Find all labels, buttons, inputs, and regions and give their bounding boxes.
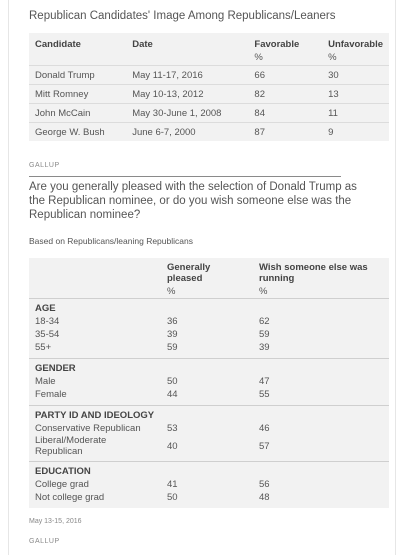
unit-unfavorable: % <box>328 52 337 63</box>
content-frame: Republican Candidates' Image Among Repub… <box>8 0 396 555</box>
group-label: GENDER <box>29 358 389 375</box>
table-row: Donald Trump May 11-17, 2016 66 30 <box>29 65 389 85</box>
row-label: Not college grad <box>35 492 105 503</box>
divider <box>29 176 341 177</box>
cell-wish: 46 <box>259 423 270 434</box>
row-label: Liberal/Moderate Republican <box>35 435 107 457</box>
cell-candidate: George W. Bush <box>29 122 127 141</box>
cell-candidate: Mitt Romney <box>29 84 127 104</box>
table2-unit-row: % % <box>29 284 389 299</box>
group-label: AGE <box>29 298 389 315</box>
table-row: 18-34 36 62 <box>29 315 389 328</box>
table2-basis: Based on Republicans/leaning Republicans <box>29 236 193 246</box>
row-label: Conservative Republican <box>35 423 141 434</box>
cell-pleased: 41 <box>167 479 178 490</box>
cell-wish: 39 <box>259 342 270 353</box>
table-row: Male 50 47 <box>29 375 389 388</box>
table1-unit-row: % % <box>29 50 389 66</box>
group-heading-party: PARTY ID AND IDEOLOGY <box>29 405 389 422</box>
table1-source: GALLUP <box>29 162 60 169</box>
cell-date: May 11-17, 2016 <box>126 65 249 85</box>
unit-pleased: % <box>167 285 176 297</box>
cell-pleased: 53 <box>167 423 178 434</box>
table-row: 35-54 39 59 <box>29 328 389 341</box>
table-row: Not college grad 50 48 <box>29 491 389 508</box>
group-label: PARTY ID AND IDEOLOGY <box>29 405 389 422</box>
cell-unfavorable: 11 <box>322 103 389 123</box>
survey-date: May 13-15, 2016 <box>29 518 82 525</box>
header-candidate: Candidate <box>35 38 81 50</box>
cell-wish: 62 <box>259 316 270 327</box>
cell-date: June 6-7, 2000 <box>126 122 249 141</box>
cell-favorable: 66 <box>248 65 323 85</box>
candidate-image-table: Candidate Date Favorable Unfavorable % %… <box>29 33 389 141</box>
cell-favorable: 87 <box>248 122 323 141</box>
row-label: Female <box>35 389 67 400</box>
cell-wish: 57 <box>259 440 270 452</box>
cell-date: May 30-June 1, 2008 <box>126 103 249 123</box>
cell-candidate: Donald Trump <box>29 65 127 85</box>
table-row: Female 44 55 <box>29 388 389 406</box>
cell-pleased: 59 <box>167 342 178 353</box>
table-row: Mitt Romney May 10-13, 2012 82 13 <box>29 84 389 104</box>
cell-wish: 48 <box>259 492 270 503</box>
cell-date: May 10-13, 2012 <box>126 84 249 104</box>
cell-pleased: 40 <box>167 440 178 452</box>
cell-wish: 59 <box>259 329 270 340</box>
row-label: College grad <box>35 479 89 490</box>
cell-wish: 47 <box>259 376 270 387</box>
header-date: Date <box>132 38 153 50</box>
row-label: Male <box>35 376 56 387</box>
header-wish: Wish someone else was running <box>259 262 368 284</box>
group-heading-gender: GENDER <box>29 358 389 375</box>
header-unfavorable: Unfavorable <box>328 38 383 50</box>
cell-pleased: 50 <box>167 492 178 503</box>
cell-wish: 55 <box>259 389 270 400</box>
unit-wish: % <box>259 285 268 297</box>
cell-unfavorable: 13 <box>322 84 389 104</box>
table1-header-row: Candidate Date Favorable Unfavorable <box>29 33 389 50</box>
cell-favorable: 82 <box>248 84 323 104</box>
group-heading-age: AGE <box>29 298 389 315</box>
cell-pleased: 39 <box>167 329 178 340</box>
cell-pleased: 50 <box>167 376 178 387</box>
table-row: Conservative Republican 53 46 <box>29 422 389 435</box>
table-row: College grad 41 56 <box>29 478 389 491</box>
group-heading-education: EDUCATION <box>29 461 389 478</box>
table2-question: Are you generally pleased with the selec… <box>29 181 357 221</box>
table2-source: GALLUP <box>29 538 60 545</box>
group-label: EDUCATION <box>29 461 389 478</box>
table-row: John McCain May 30-June 1, 2008 84 11 <box>29 103 389 123</box>
row-label: 35-54 <box>35 329 60 340</box>
table2-header-row: Generally pleased Wish someone else was … <box>29 258 389 284</box>
table-row: 55+ 59 39 <box>29 341 389 359</box>
header-favorable: Favorable <box>254 38 300 50</box>
header-pleased: Generally pleased <box>167 262 211 284</box>
table-row: George W. Bush June 6-7, 2000 87 9 <box>29 122 389 141</box>
unit-favorable: % <box>254 52 263 63</box>
cell-candidate: John McCain <box>29 103 127 123</box>
cell-unfavorable: 30 <box>322 65 389 85</box>
cell-pleased: 36 <box>167 316 178 327</box>
table1-title: Republican Candidates' Image Among Repub… <box>29 10 336 22</box>
row-label: 18-34 <box>35 316 60 327</box>
trump-nominee-table: Generally pleased Wish someone else was … <box>29 258 389 508</box>
cell-favorable: 84 <box>248 103 323 123</box>
cell-pleased: 44 <box>167 389 178 400</box>
row-label: 55+ <box>35 342 52 353</box>
cell-wish: 56 <box>259 479 270 490</box>
table-row: Liberal/Moderate Republican 40 57 <box>29 435 389 462</box>
cell-unfavorable: 9 <box>322 122 389 141</box>
